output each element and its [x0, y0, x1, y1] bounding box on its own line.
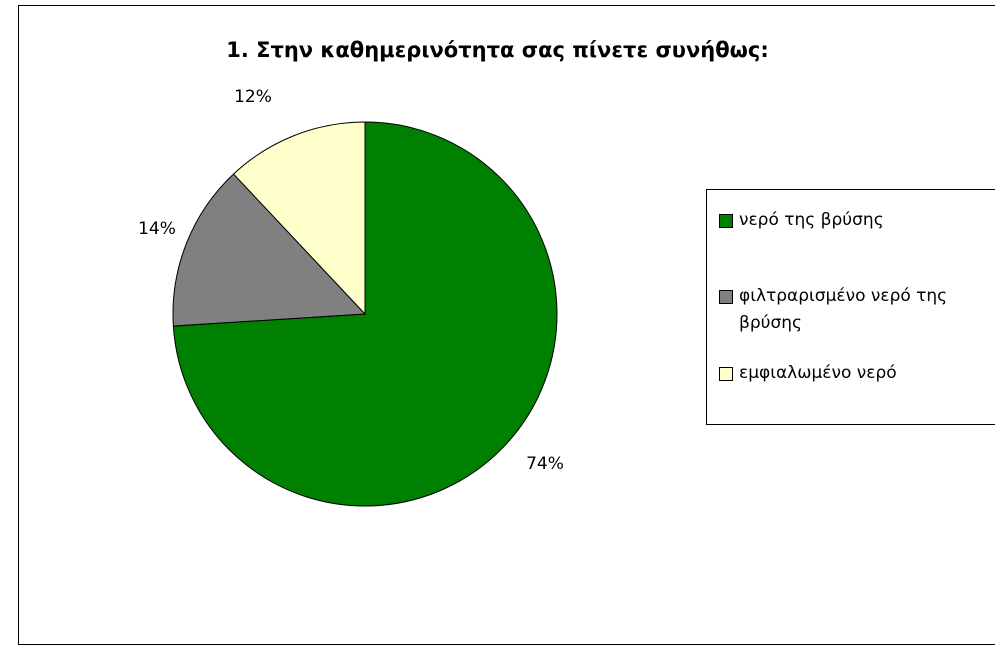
slice-percent-label: 74%: [526, 454, 564, 474]
legend-label: εμφιαλωμένο νερό: [739, 363, 897, 383]
legend-item-bottled-water: εμφιαλωμένο νερό: [719, 360, 995, 387]
pie-slice: [232, 121, 366, 316]
legend-swatch-tap-water: [719, 214, 733, 228]
chart-title: 1. Στην καθημερινότητα σας πίνετε συνήθω…: [226, 38, 769, 62]
legend-swatch-filtered-water: [719, 290, 733, 304]
legend-item-tap-water: νερό της βρύσης: [719, 207, 995, 234]
legend-label: φιλτραρισμένο νερό της βρύσης: [739, 286, 948, 333]
legend-item-filtered-water: φιλτραρισμένο νερό της βρύσης: [719, 283, 995, 337]
legend-swatch-bottled-water: [719, 367, 733, 381]
slice-percent-label: 14%: [138, 219, 176, 239]
legend: νερό της βρύσης φιλτραρισμένο νερό της β…: [706, 189, 995, 425]
legend-label: νερό της βρύσης: [739, 210, 884, 230]
pie-slice: [172, 173, 367, 327]
slice-percent-label: 12%: [234, 87, 272, 107]
